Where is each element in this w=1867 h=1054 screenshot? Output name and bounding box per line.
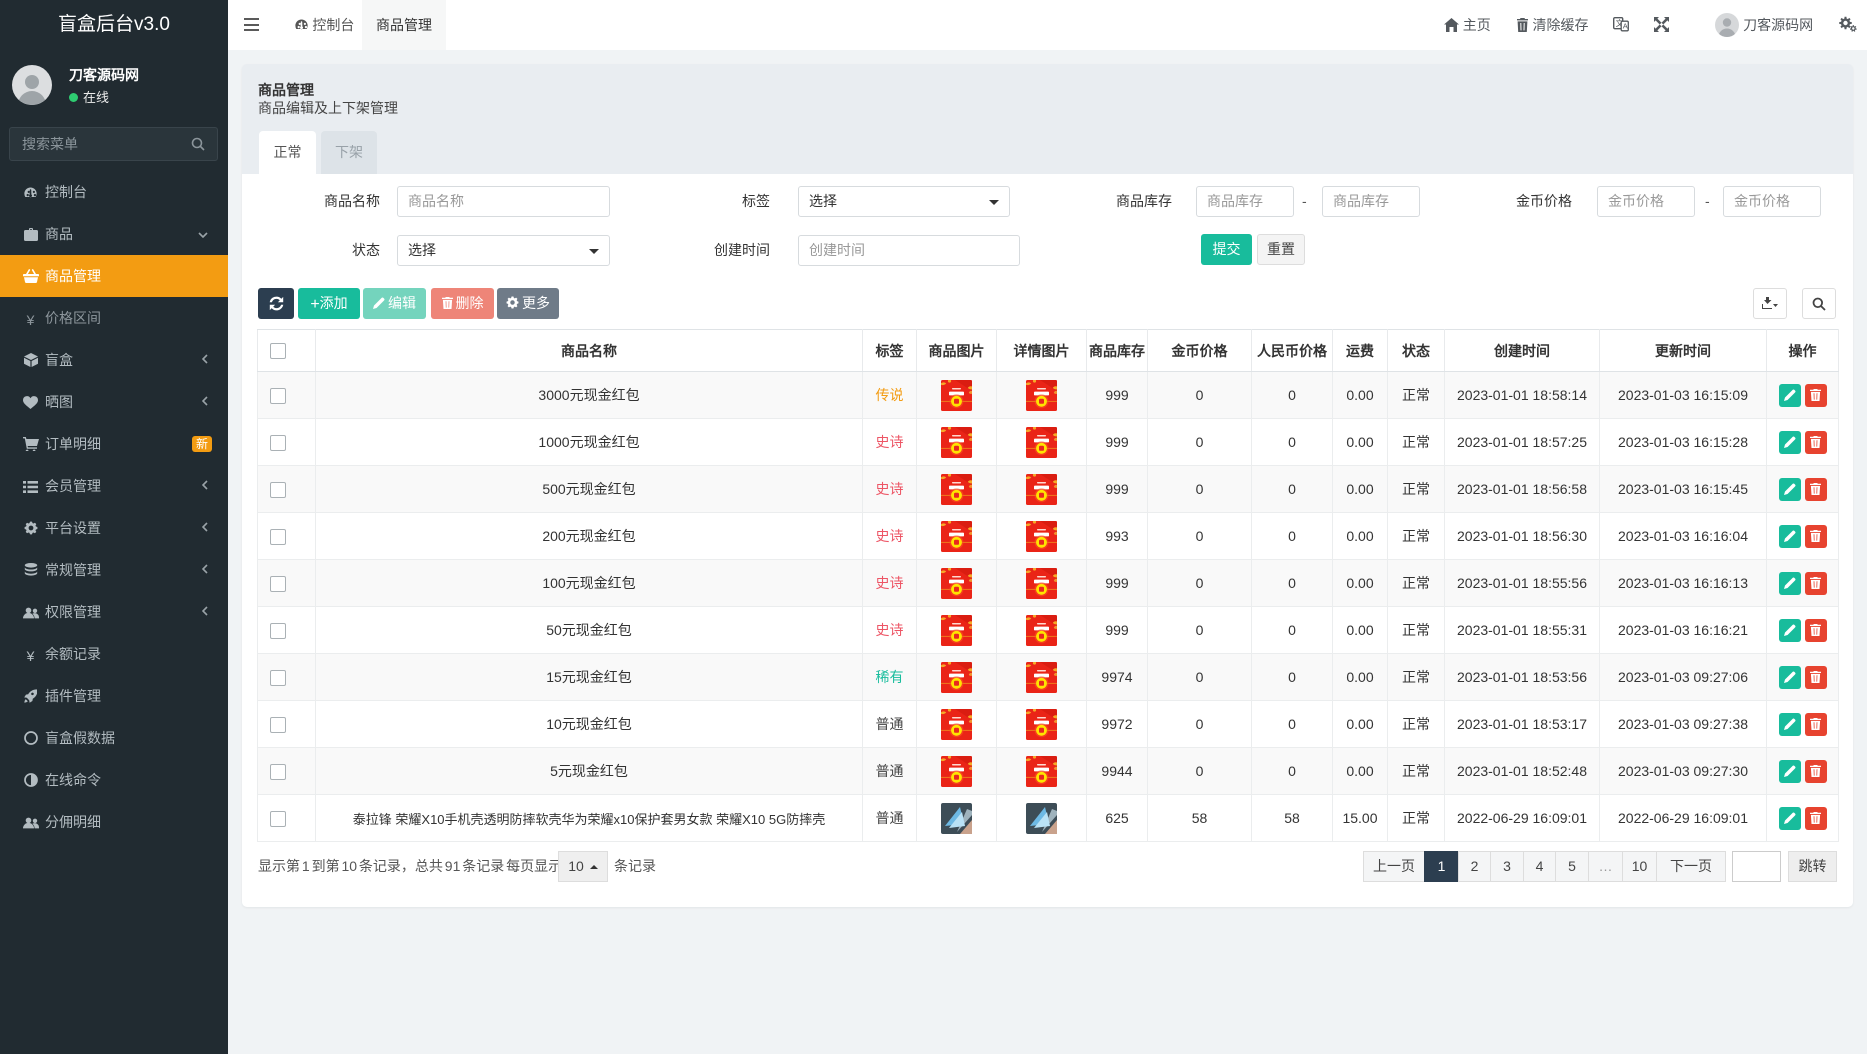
- svg-text:文: 文: [1616, 18, 1624, 28]
- svg-text:A: A: [1623, 22, 1628, 31]
